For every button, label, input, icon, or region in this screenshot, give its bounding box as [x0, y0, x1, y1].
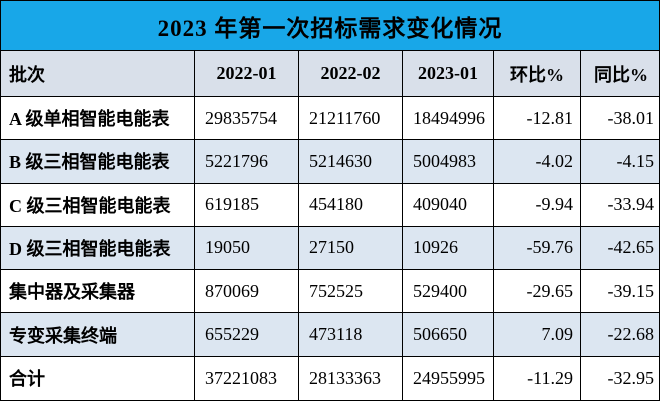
row-label: C 级三相智能电能表	[1, 183, 195, 227]
header-yoy-pct: 同比%	[581, 51, 659, 97]
cell-value: -42.65	[581, 227, 659, 271]
cell-value: 506650	[403, 313, 494, 357]
table-row: B 级三相智能电能表 5221796 5214630 5004983 -4.02…	[1, 140, 659, 184]
table-row: A 级单相智能电能表 29835754 21211760 18494996 -1…	[1, 97, 659, 141]
row-label: A 级单相智能电能表	[1, 97, 195, 141]
cell-value: 870069	[195, 270, 299, 314]
cell-value: 5214630	[299, 140, 403, 184]
cell-value: 27150	[299, 226, 403, 271]
header-2022-01: 2022-01	[195, 51, 299, 97]
cell-value: 37221083	[195, 356, 299, 400]
cell-value: -59.76	[494, 226, 581, 271]
table-row: 集中器及采集器 870069 752525 529400 -29.65 -39.…	[1, 270, 659, 314]
table-row-total: 合计 37221083 28133363 24955995 -11.29 -32…	[1, 356, 659, 400]
cell-value: 473118	[299, 313, 403, 357]
cell-value: 29835754	[195, 97, 299, 141]
cell-value: -12.81	[494, 97, 581, 141]
cell-value: 28133363	[299, 356, 403, 400]
cell-value: 18494996	[403, 97, 494, 141]
cell-value: -4.15	[581, 140, 659, 184]
cell-value: 24955995	[403, 356, 494, 400]
row-label: D 级三相智能电能表	[1, 226, 195, 271]
header-mom-pct: 环比%	[494, 51, 581, 97]
cell-value: -11.29	[494, 356, 581, 400]
row-label: 集中器及采集器	[1, 270, 195, 314]
cell-value: -39.15	[581, 270, 659, 314]
cell-value: -22.68	[581, 313, 659, 357]
cell-value: -38.01	[581, 97, 659, 141]
row-label: 专变采集终端	[1, 313, 195, 357]
cell-value: 7.09	[494, 313, 581, 357]
cell-value: -33.94	[581, 184, 659, 227]
row-label: B 级三相智能电能表	[1, 140, 195, 184]
table-row: 专变采集终端 655229 473118 506650 7.09 -22.68	[1, 313, 659, 357]
header-2023-01: 2023-01	[403, 51, 494, 97]
cell-value: 655229	[195, 313, 299, 357]
table-title: 2023 年第一次招标需求变化情况	[1, 1, 659, 51]
cell-value: -29.65	[494, 270, 581, 314]
header-batch: 批次	[1, 51, 195, 97]
cell-value: 619185	[195, 183, 299, 227]
header-2022-02: 2022-02	[299, 51, 403, 97]
table-row: D 级三相智能电能表 19050 27150 10926 -59.76 -42.…	[1, 226, 659, 271]
cell-value: 454180	[299, 183, 403, 227]
data-table: 批次 2022-01 2022-02 2023-01 环比% 同比% A 级单相…	[1, 51, 659, 400]
cell-value: -4.02	[494, 140, 581, 184]
cell-value: 752525	[299, 270, 403, 314]
cell-value: 19050	[195, 226, 299, 271]
cell-value: 529400	[403, 270, 494, 314]
table-row: C 级三相智能电能表 619185 454180 409040 -9.94 -3…	[1, 183, 659, 227]
row-label: 合计	[1, 356, 195, 400]
cell-value: 21211760	[299, 97, 403, 141]
cell-value: 5221796	[195, 140, 299, 184]
cell-value: -9.94	[494, 183, 581, 227]
cell-value: 5004983	[403, 140, 494, 184]
cell-value: 10926	[403, 226, 494, 271]
cell-value: 409040	[403, 183, 494, 227]
table-header-row: 批次 2022-01 2022-02 2023-01 环比% 同比%	[1, 51, 659, 97]
cell-value: -32.95	[607, 367, 655, 388]
